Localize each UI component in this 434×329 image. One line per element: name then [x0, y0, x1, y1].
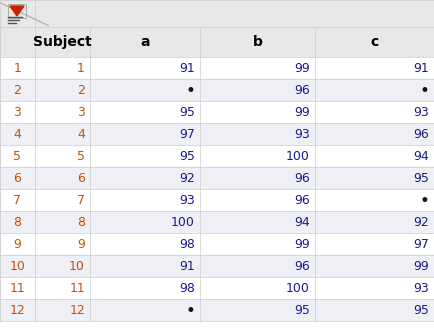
Text: 3: 3 [77, 106, 85, 118]
Text: 94: 94 [294, 215, 310, 229]
Text: 99: 99 [294, 106, 310, 118]
Text: 1: 1 [77, 62, 85, 74]
Text: •: • [185, 302, 195, 320]
Text: 91: 91 [413, 62, 429, 74]
Bar [0, 189, 434, 211]
Bar [0, 299, 434, 321]
Text: 97: 97 [179, 128, 195, 140]
Text: 96: 96 [294, 84, 310, 96]
Polygon shape [10, 6, 24, 16]
Text: 95: 95 [179, 106, 195, 118]
Text: 10: 10 [69, 260, 85, 272]
Bar [0, 255, 434, 277]
Text: 93: 93 [413, 282, 429, 294]
Text: 11: 11 [10, 282, 25, 294]
Text: 91: 91 [179, 62, 195, 74]
Text: 96: 96 [294, 193, 310, 207]
Bar [0, 277, 434, 299]
Bar [0, 167, 434, 189]
Text: c: c [370, 35, 378, 49]
Bar [0, 57, 434, 79]
Bar [0, 233, 434, 255]
Text: 12: 12 [10, 303, 25, 316]
Text: 3: 3 [13, 106, 21, 118]
Text: 10: 10 [10, 260, 26, 272]
Text: 97: 97 [413, 238, 429, 250]
Text: 95: 95 [294, 303, 310, 316]
Text: a: a [140, 35, 150, 49]
Text: 2: 2 [77, 84, 85, 96]
Text: 95: 95 [413, 171, 429, 185]
Text: 5: 5 [77, 149, 85, 163]
Text: 96: 96 [413, 128, 429, 140]
Text: 95: 95 [179, 149, 195, 163]
Text: 7: 7 [77, 193, 85, 207]
Text: Subject: Subject [33, 35, 92, 49]
Text: •: • [185, 82, 195, 100]
Text: 99: 99 [294, 62, 310, 74]
Text: 100: 100 [171, 215, 195, 229]
Text: 93: 93 [413, 106, 429, 118]
Text: 96: 96 [294, 171, 310, 185]
Text: 1: 1 [13, 62, 21, 74]
Text: 6: 6 [77, 171, 85, 185]
Bar [0, 101, 434, 123]
Bar [0, 145, 434, 167]
Text: 7: 7 [13, 193, 22, 207]
Text: 5: 5 [13, 149, 22, 163]
Text: •: • [419, 82, 429, 100]
Bar [0, 27, 434, 57]
Text: 98: 98 [179, 238, 195, 250]
Bar [0, 211, 434, 233]
Text: 8: 8 [13, 215, 22, 229]
Text: 99: 99 [413, 260, 429, 272]
Text: 12: 12 [69, 303, 85, 316]
Text: 99: 99 [294, 238, 310, 250]
Text: 98: 98 [179, 282, 195, 294]
Text: 94: 94 [413, 149, 429, 163]
Text: 93: 93 [294, 128, 310, 140]
Text: 92: 92 [413, 215, 429, 229]
Text: 2: 2 [13, 84, 21, 96]
Text: 96: 96 [294, 260, 310, 272]
Bar [0, 79, 434, 101]
Text: 6: 6 [13, 171, 21, 185]
Text: 95: 95 [413, 303, 429, 316]
Text: 92: 92 [179, 171, 195, 185]
Text: 8: 8 [77, 215, 85, 229]
Text: 100: 100 [286, 282, 310, 294]
Text: 9: 9 [77, 238, 85, 250]
Text: 100: 100 [286, 149, 310, 163]
Text: 4: 4 [13, 128, 21, 140]
Text: 4: 4 [77, 128, 85, 140]
Text: 93: 93 [179, 193, 195, 207]
Text: b: b [253, 35, 263, 49]
Bar [0, 0, 434, 27]
Text: 9: 9 [13, 238, 21, 250]
Bar [0, 123, 434, 145]
Text: •: • [419, 192, 429, 210]
Text: 11: 11 [69, 282, 85, 294]
Text: 91: 91 [179, 260, 195, 272]
